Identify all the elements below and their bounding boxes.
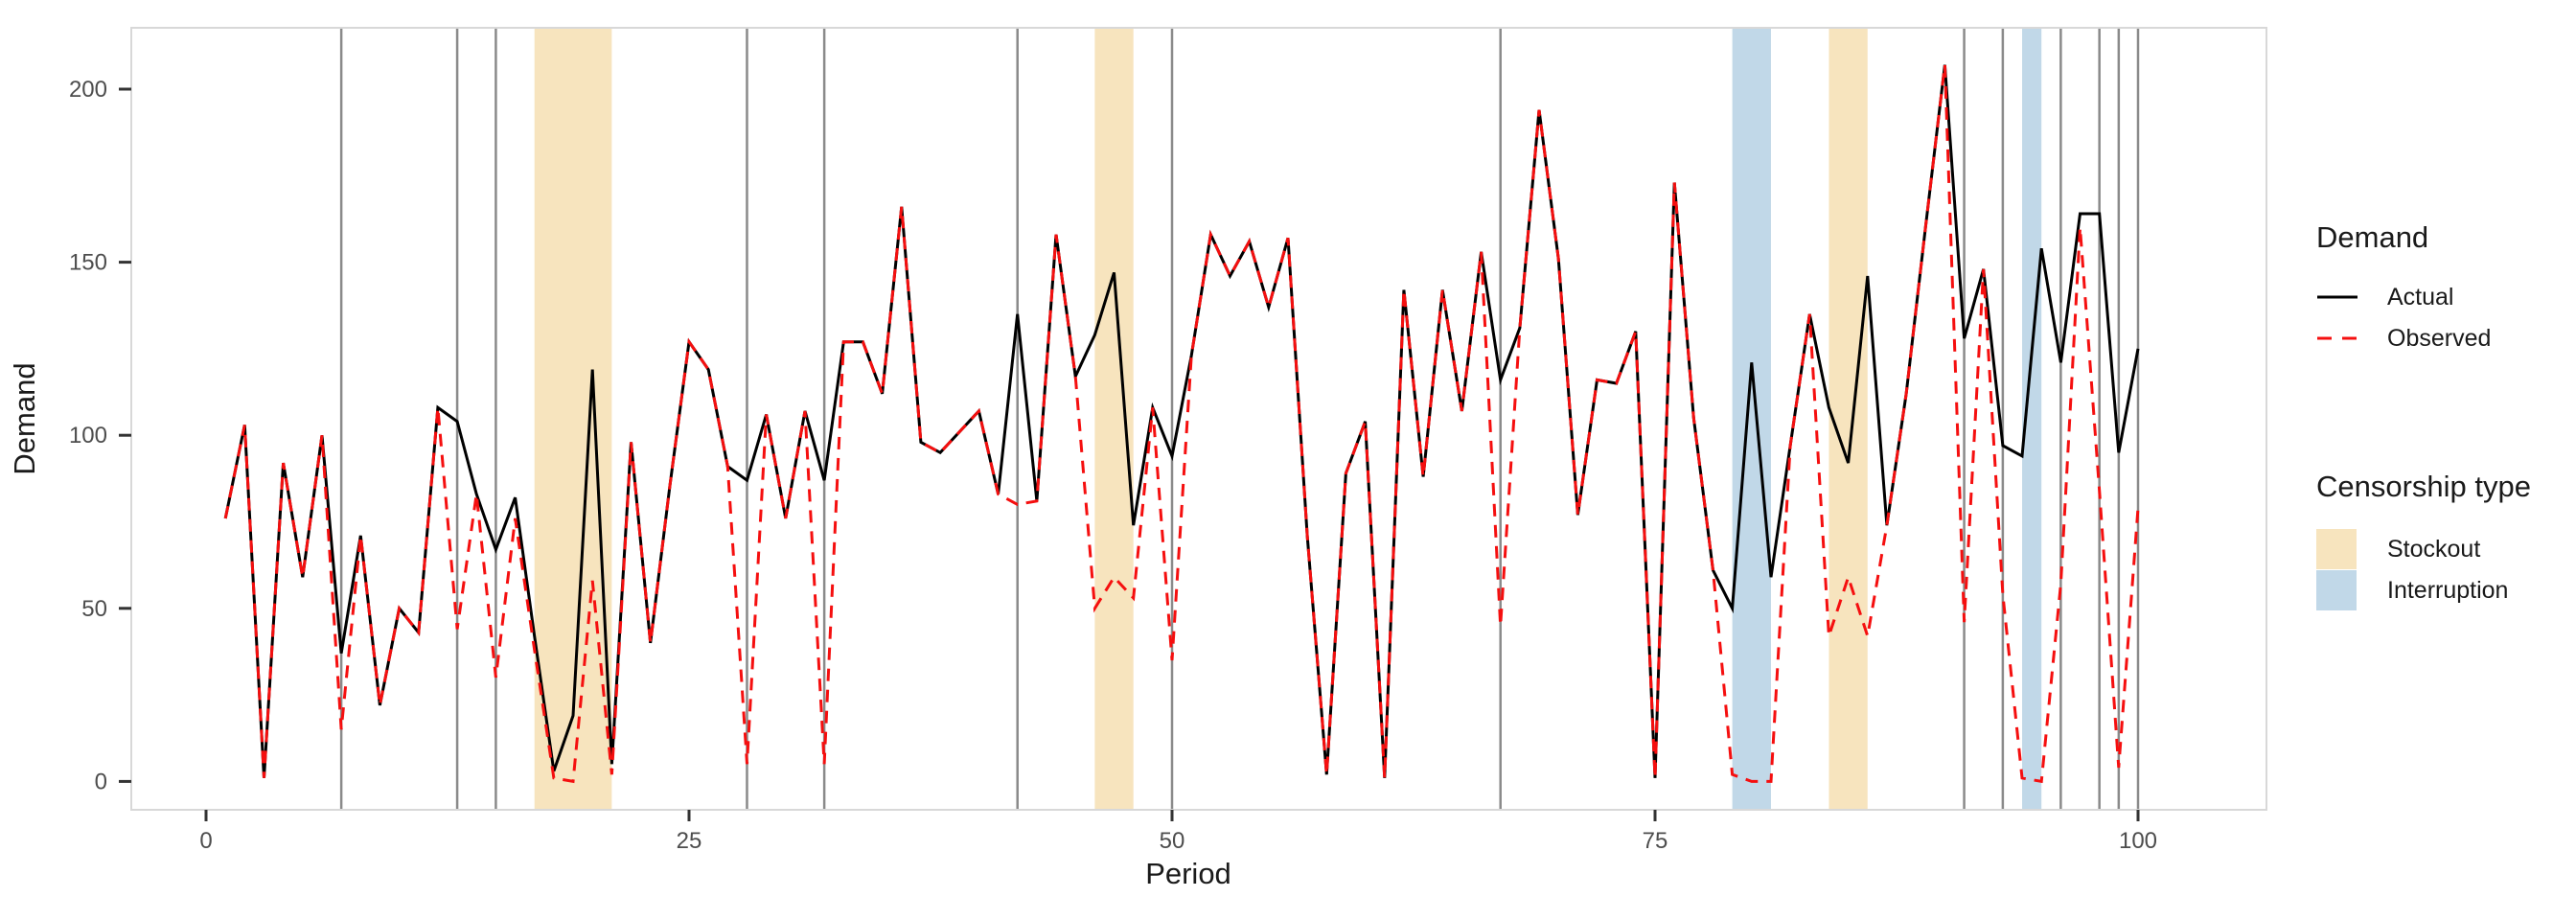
legend-interruption-label: Interruption <box>2387 576 2509 604</box>
x-tick-label: 100 <box>2119 828 2157 854</box>
legend: Demand Actual Observed Censorship type S… <box>2295 0 2573 920</box>
legend-censorship-title: Censorship type <box>2316 470 2532 503</box>
x-tick-label: 0 <box>199 828 212 854</box>
legend-item-interruption: Interruption <box>2316 569 2508 611</box>
interruption-band <box>1732 28 1771 810</box>
legend-observed-label: Observed <box>2387 324 2492 352</box>
axis-tick-labels: 0 25 50 75 100 0 50 100 150 200 <box>69 77 2157 854</box>
legend-demand-title: Demand <box>2316 220 2429 254</box>
x-tick-label: 75 <box>1643 828 1668 854</box>
y-tick-label: 150 <box>69 250 107 276</box>
x-axis-title: Period <box>1145 857 1231 890</box>
legend-item-stockout: Stockout <box>2316 528 2480 570</box>
legend-actual-label: Actual <box>2387 283 2454 310</box>
y-tick-label: 50 <box>81 596 107 622</box>
stockout-swatch-icon <box>2316 529 2357 569</box>
x-tick-label: 50 <box>1160 828 1185 854</box>
x-tick-label: 25 <box>677 828 702 854</box>
y-tick-label: 0 <box>95 769 107 794</box>
interruption-band <box>2022 28 2042 810</box>
legend-stockout-label: Stockout <box>2387 535 2481 563</box>
observed-line <box>223 64 2140 784</box>
censorship-bands <box>534 28 2042 810</box>
series-lines <box>223 64 2140 784</box>
actual-line <box>223 64 2140 778</box>
interruption-swatch-icon <box>2316 570 2357 610</box>
y-tick-label: 100 <box>69 423 107 448</box>
stockout-band <box>1094 28 1134 810</box>
observed-line-key-icon <box>2317 336 2358 340</box>
y-axis-title: Demand <box>8 362 41 474</box>
actual-line-key-icon <box>2317 295 2358 299</box>
panel-border <box>130 27 2267 811</box>
censor-lines <box>339 28 2140 810</box>
stockout-band <box>534 28 612 810</box>
legend-item-actual: Actual <box>2316 276 2453 318</box>
axis-ticks <box>119 87 2140 821</box>
y-tick-label: 200 <box>69 77 107 103</box>
legend-item-observed: Observed <box>2316 317 2491 359</box>
stockout-band <box>1828 28 1868 810</box>
